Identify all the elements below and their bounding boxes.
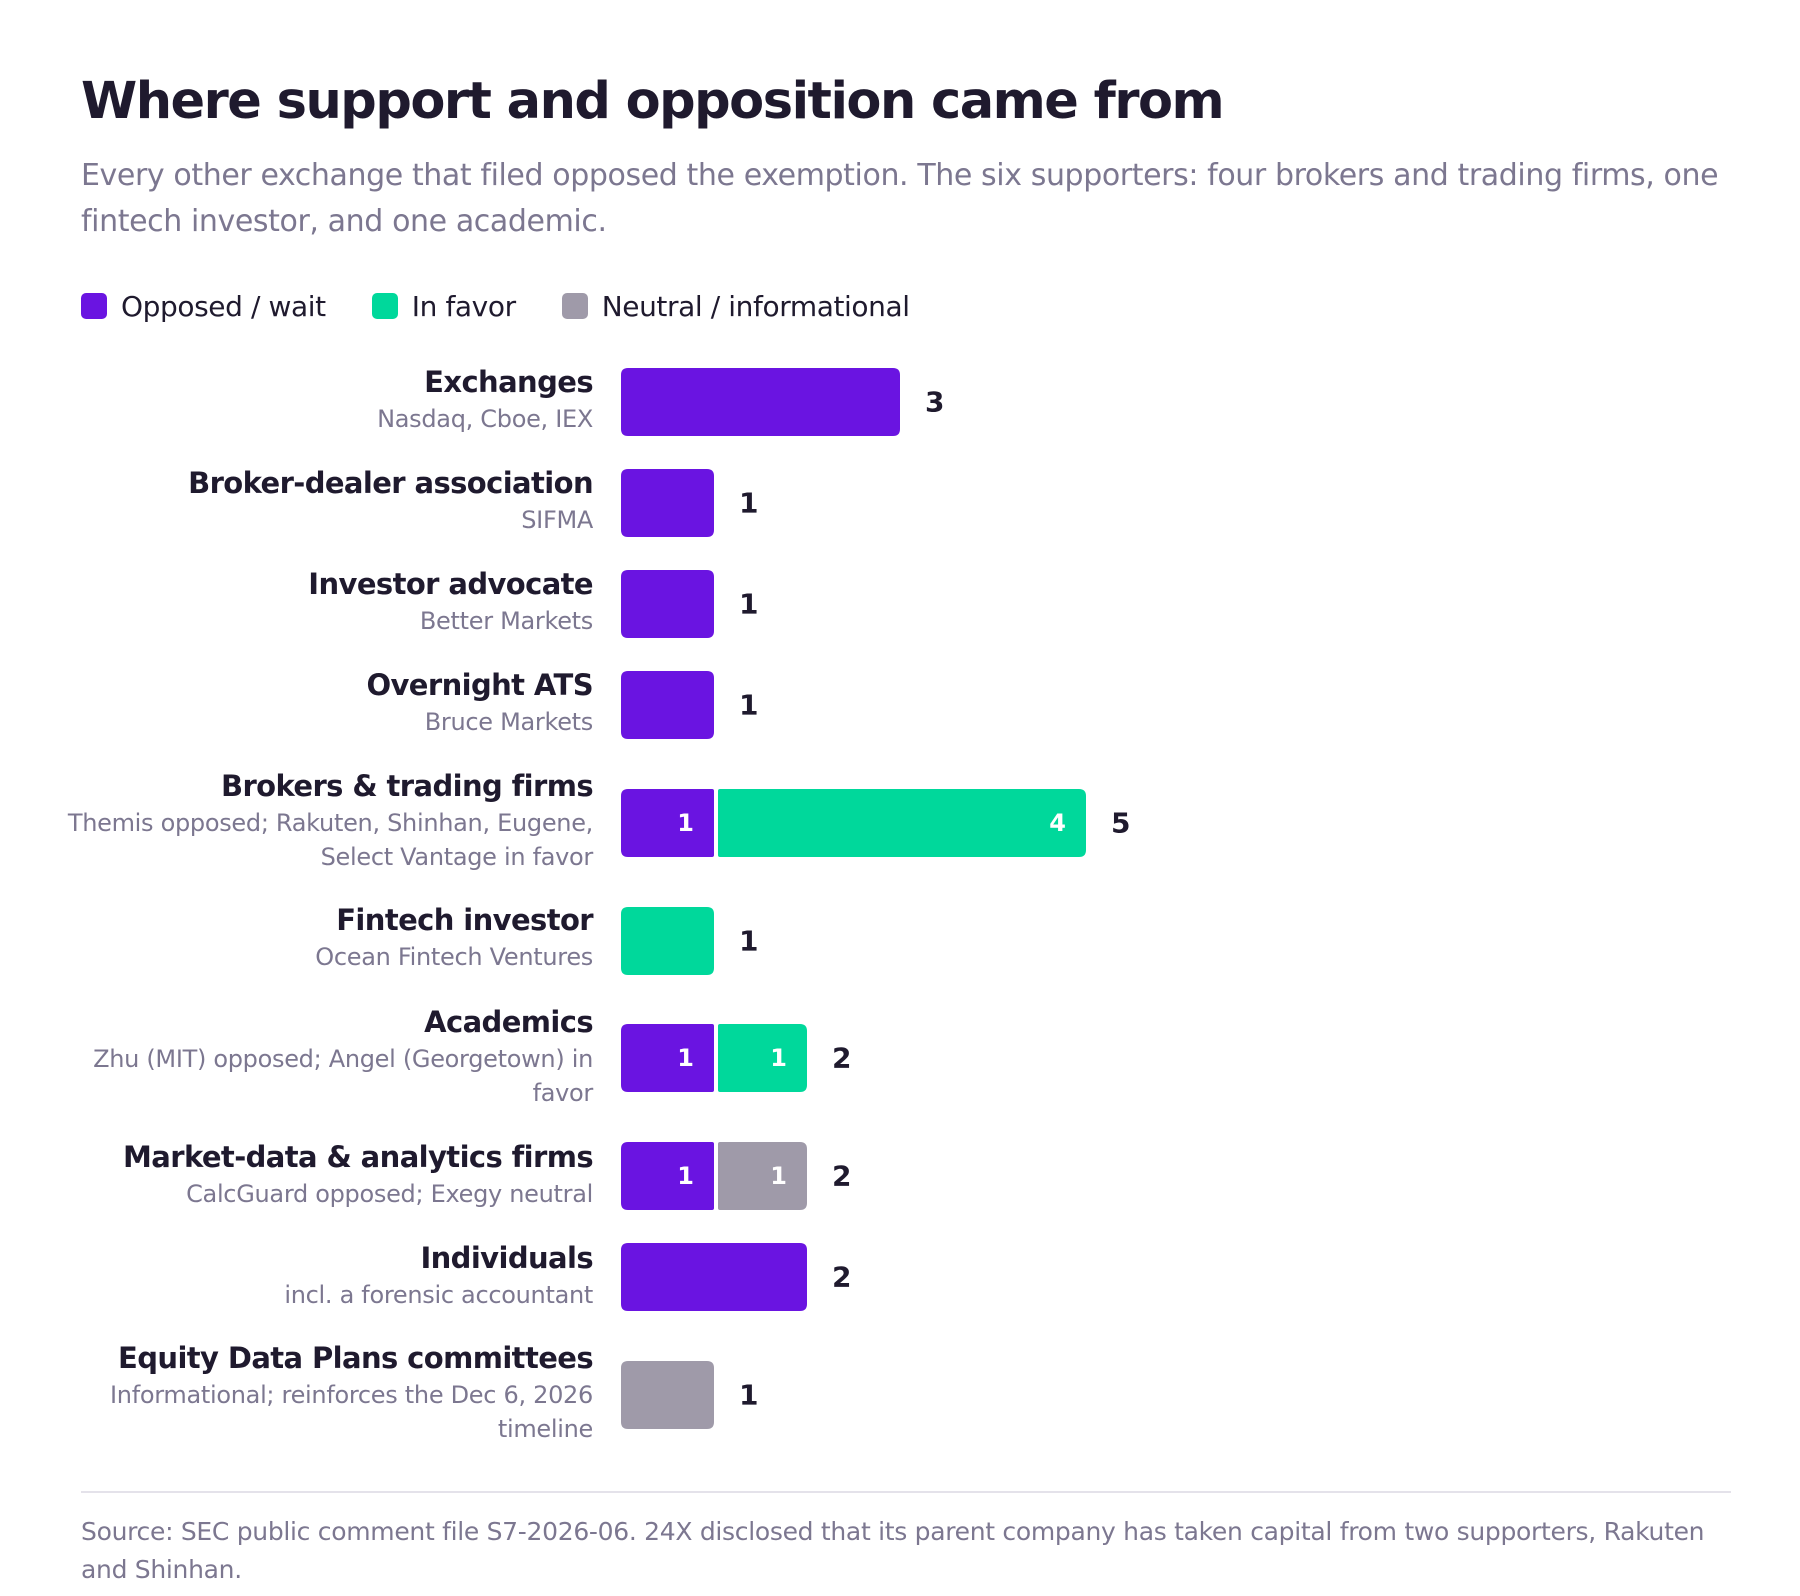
category-detail: incl. a forensic accountant (284, 1281, 593, 1309)
legend-swatch-neutral (561, 293, 588, 319)
legend-label-opposed: Opposed / wait (121, 289, 326, 323)
segment-value-label: 1 (770, 1162, 787, 1190)
bar-total-label: 2 (832, 1261, 851, 1294)
category-detail: Nasdaq, Cboe, IEX (377, 405, 593, 433)
bar-total-label: 1 (739, 487, 758, 520)
bar-segment-opposed (621, 1243, 807, 1311)
category-label: Individuals (420, 1241, 593, 1275)
category-detail: Better Markets (419, 607, 593, 635)
segment-value-label: 1 (677, 809, 694, 837)
category-detail: Zhu (MIT) opposed; Angel (Georgetown) in… (93, 1045, 593, 1107)
category-label: Fintech investor (336, 903, 593, 937)
legend-label-in-favor: In favor (411, 289, 516, 323)
chart-title: Where support and opposition came from (81, 72, 1225, 131)
category-label: Broker-dealer association (188, 466, 594, 500)
bar-total-label: 3 (925, 386, 944, 419)
category-label: Exchanges (424, 365, 593, 399)
chart-subtitle: Every other exchange that filed opposed … (81, 158, 1719, 239)
bar-total-label: 5 (1111, 807, 1130, 840)
bar-segment-opposed (621, 368, 900, 436)
bar-segment-favor (718, 1024, 807, 1092)
bar-segment-opposed (621, 671, 714, 739)
legend-item-in-favor: In favor (371, 289, 516, 323)
bar-segment-favor (621, 907, 714, 975)
bar-segment-neutral (718, 1142, 807, 1210)
footer-divider (81, 1491, 1731, 1493)
category-label: Brokers & trading firms (220, 769, 594, 803)
category-label: Overnight ATS (366, 668, 593, 702)
bar-segment-favor (718, 789, 1086, 857)
bar-total-label: 1 (739, 689, 758, 722)
legend-item-opposed: Opposed / wait (81, 290, 326, 323)
segment-value-label: 4 (1049, 809, 1066, 837)
chart-legend: Opposed / wait In favor Neutral / inform… (81, 286, 956, 326)
legend-label-neutral: Neutral / informational (601, 289, 910, 323)
category-detail: CalcGuard opposed; Exegy neutral (186, 1180, 593, 1208)
segment-value-label: 1 (770, 1044, 787, 1072)
source-note: Source: SEC public comment file S7-2026-… (81, 1517, 1705, 1584)
category-label: Equity Data Plans committees (118, 1341, 594, 1375)
bar-segment-opposed (621, 1142, 714, 1210)
legend-swatch-opposed (81, 293, 107, 319)
category-detail: Informational; reinforces the Dec 6, 202… (110, 1381, 593, 1443)
bar-segment-opposed (621, 570, 714, 638)
bar-total-label: 2 (832, 1042, 851, 1075)
category-label: Academics (424, 1005, 593, 1039)
bar-total-label: 1 (739, 1379, 758, 1412)
bar-segment-opposed (621, 1024, 714, 1092)
bar-total-label: 2 (832, 1160, 851, 1193)
bar-segment-neutral (621, 1361, 714, 1429)
bar-total-label: 1 (739, 925, 758, 958)
category-detail: Themis opposed; Rakuten, Shinhan, Eugene… (67, 809, 593, 871)
bar-total-label: 1 (739, 588, 758, 621)
bar-segment-opposed (621, 469, 714, 537)
category-label: Market-data & analytics firms (123, 1140, 594, 1174)
legend-swatch-in-favor (371, 293, 398, 319)
category-detail: SIFMA (521, 506, 593, 534)
category-detail: Bruce Markets (424, 708, 594, 736)
category-label: Investor advocate (308, 567, 593, 601)
category-detail: Ocean Fintech Ventures (315, 943, 593, 971)
segment-value-label: 1 (677, 1162, 694, 1190)
segment-value-label: 1 (677, 1044, 694, 1072)
bar-segment-opposed (621, 789, 714, 857)
legend-item-neutral: Neutral / informational (561, 289, 910, 323)
